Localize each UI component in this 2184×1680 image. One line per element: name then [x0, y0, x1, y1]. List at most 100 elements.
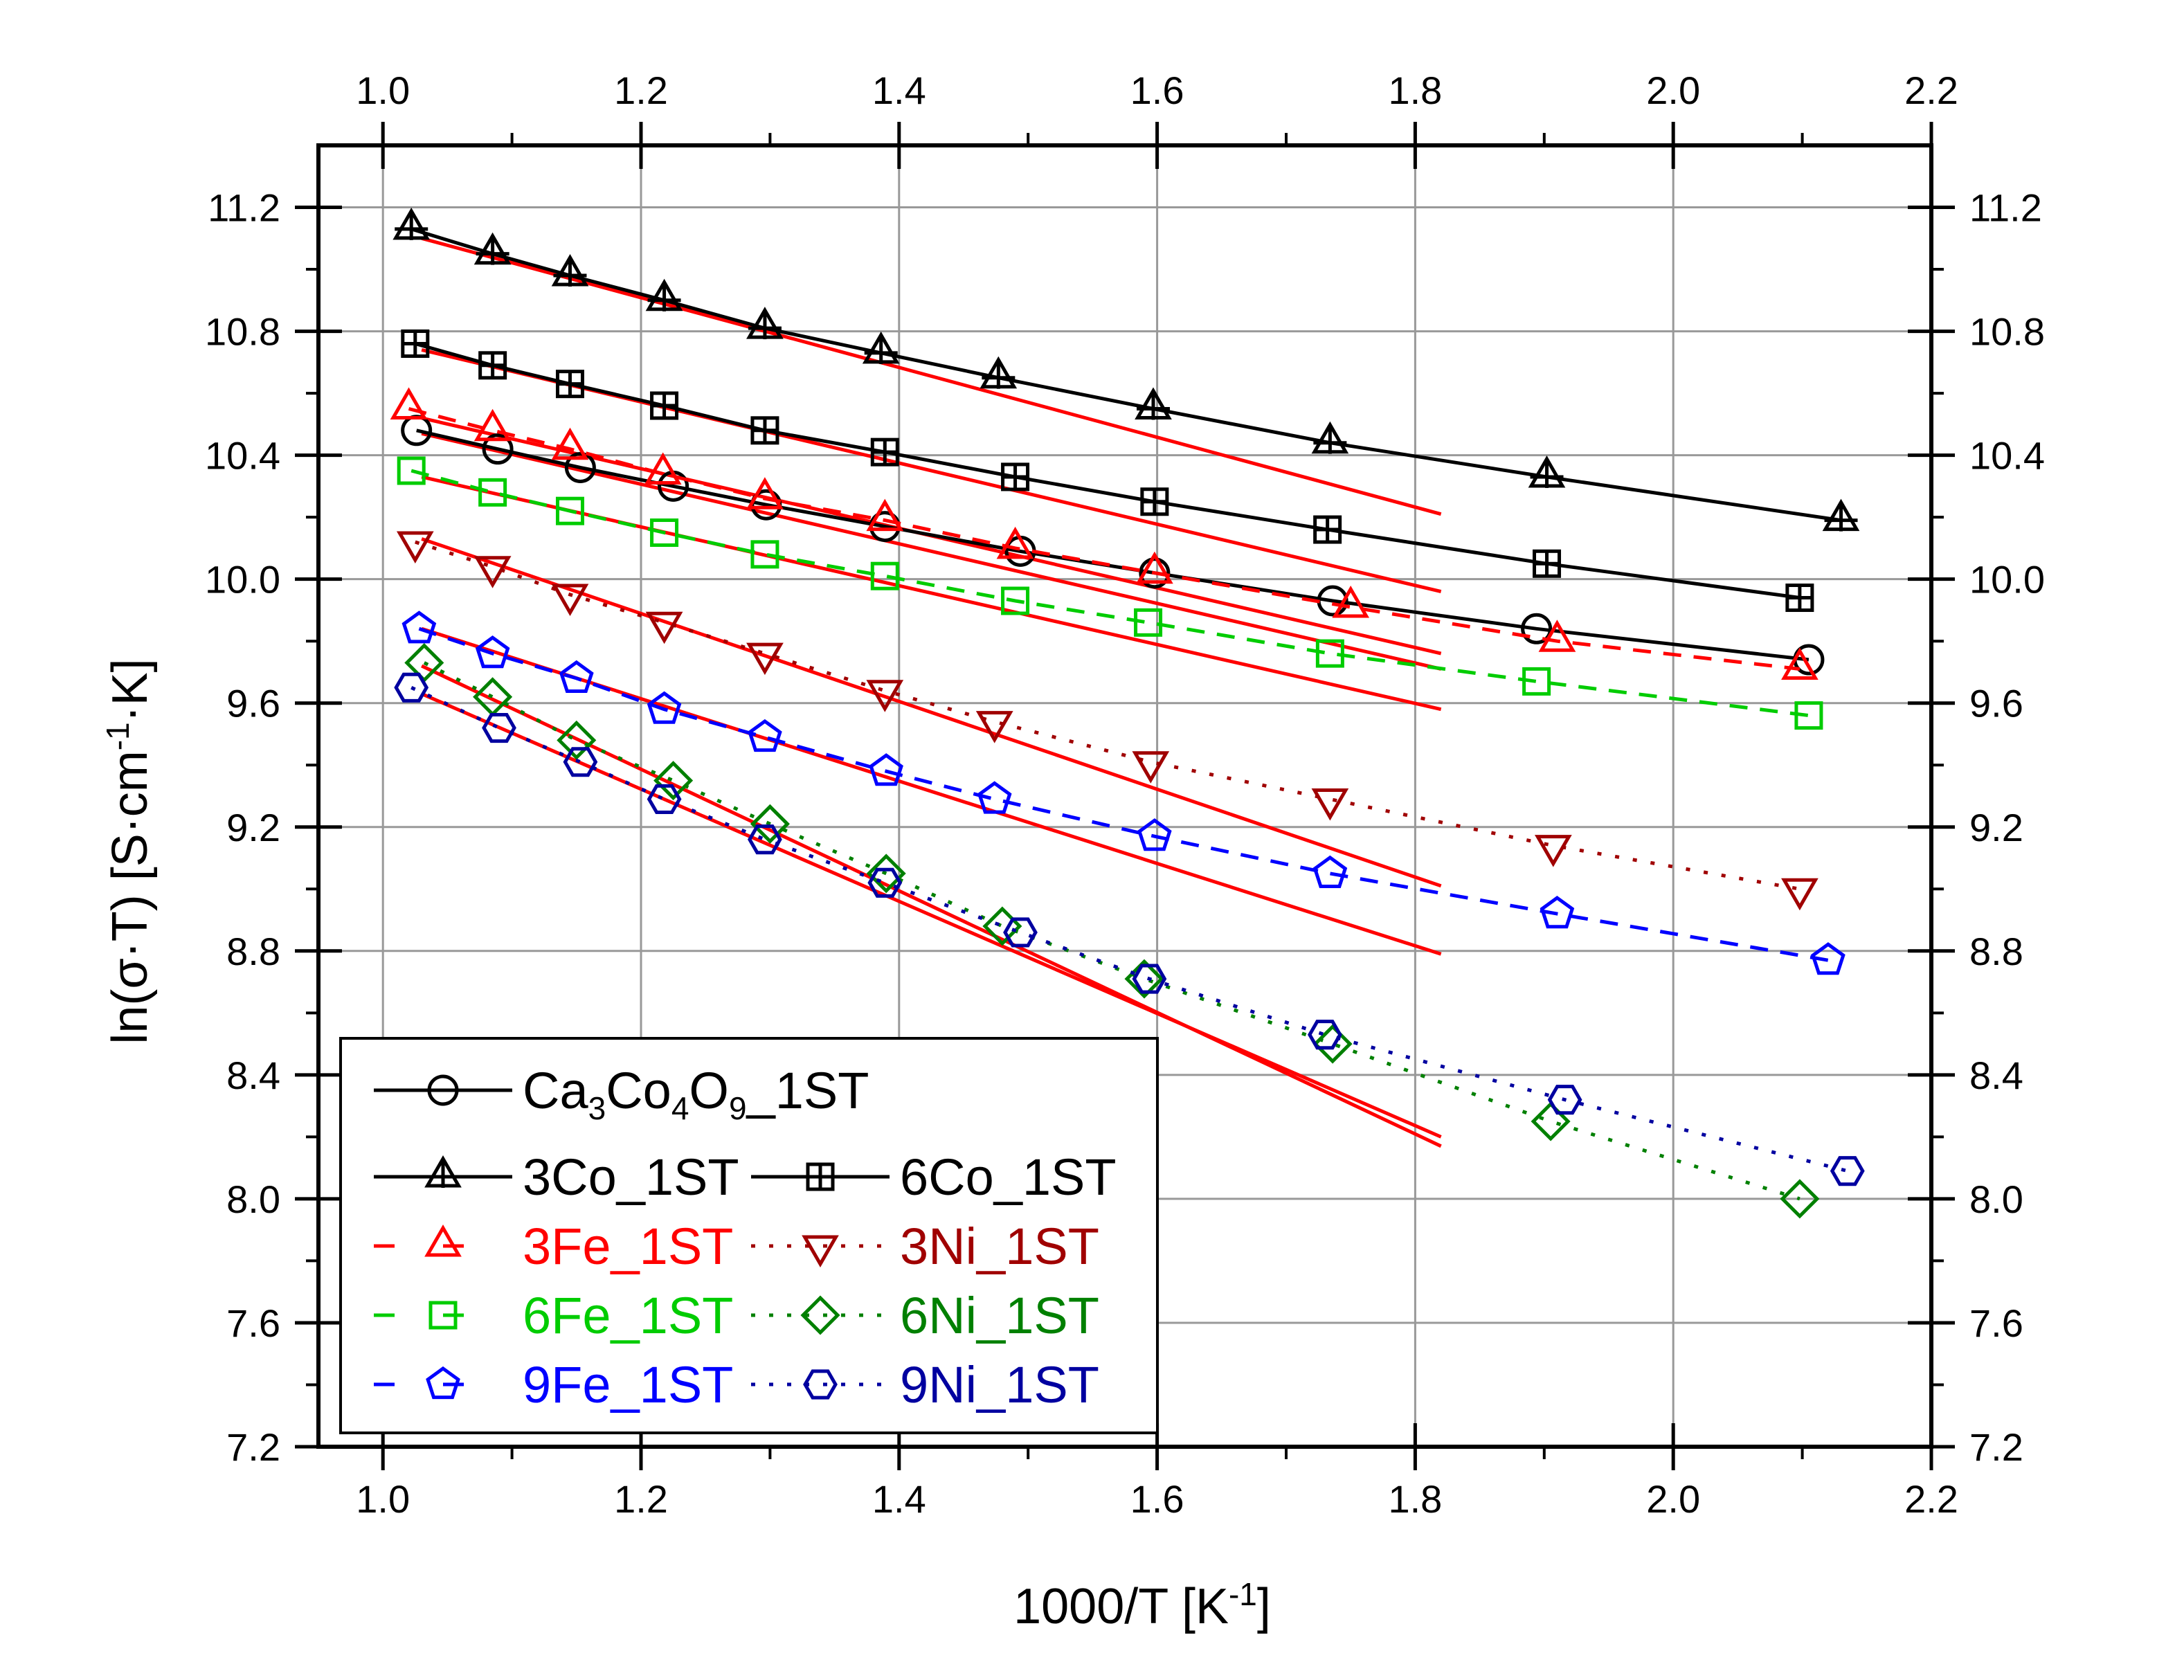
- data-point: [1137, 818, 1172, 851]
- data-point: [482, 713, 516, 743]
- series-line: [415, 342, 1801, 599]
- x-tick-label-top: 1.2: [614, 69, 668, 112]
- legend-marker: [424, 1224, 462, 1257]
- legend-marker: [802, 1235, 839, 1268]
- data-point: [1540, 896, 1575, 929]
- data-point: [1332, 585, 1370, 618]
- legend-label: 6Co_1ST: [900, 1148, 1117, 1206]
- fit-3Ni: [421, 537, 1442, 888]
- data-point: [644, 452, 682, 485]
- series-line: [410, 469, 1810, 718]
- legend-marker: [428, 1301, 458, 1330]
- y-tick-label: 10.4: [205, 434, 280, 478]
- data-point: [1811, 942, 1845, 975]
- data-point: [482, 433, 514, 465]
- data-point: [1134, 608, 1163, 637]
- x-tick-labels-top: 1.0 1.2 1.4 1.6 1.8 2.0 2.2: [356, 69, 1958, 112]
- y-tick-label-right: 11.2: [1969, 186, 2042, 230]
- x-tick-labels-bottom: 1.0 1.2 1.4 1.6 1.8 2.0 2.2: [356, 1477, 1958, 1521]
- data-point: [650, 518, 679, 548]
- data-point: [401, 415, 433, 446]
- data-point: [478, 351, 507, 380]
- x-tick-label-top: 1.6: [1130, 69, 1184, 112]
- y-tick-labels-left: 7.2 7.6 8.0 8.4 8.8 9.2 9.6 10.0 10.4 10.8 11.2: [205, 186, 280, 1469]
- data-point: [750, 540, 779, 569]
- series-3Ni_1ST: [396, 531, 1819, 911]
- data-point: [390, 387, 428, 419]
- legend-marker: [427, 1074, 459, 1106]
- x-tick-label-top: 1.8: [1388, 69, 1442, 112]
- data-point: [1781, 647, 1819, 680]
- data-point: [1139, 557, 1171, 589]
- legend: Ca3Co4O9_1ST 3Co_1ST 6Co_1ST 3Fe_1ST 3Ni_1ST…: [339, 1037, 1159, 1434]
- data-point: [1547, 1085, 1582, 1115]
- data-point: [748, 719, 782, 752]
- data-point: [559, 660, 594, 693]
- x-tick-label: 1.2: [614, 1477, 668, 1521]
- data-point: [564, 452, 596, 484]
- legend-marker: [426, 1366, 460, 1400]
- data-point: [551, 584, 589, 617]
- plot-frame: [316, 143, 1933, 1449]
- data-point: [870, 561, 899, 590]
- series-9Fe_1ST: [401, 611, 1845, 975]
- data-point: [1311, 421, 1349, 454]
- y-tick-label: 7.2: [226, 1425, 280, 1469]
- y-tick-label: 10.8: [205, 310, 280, 354]
- fit-3Co: [421, 236, 1442, 516]
- data-point: [647, 784, 682, 814]
- y-tick-label-right: 7.6: [1969, 1301, 2023, 1345]
- y-tick-label: 8.4: [226, 1054, 280, 1097]
- x-tick-label: 2.2: [1904, 1477, 1958, 1521]
- legend-label: 9Ni_1ST: [900, 1356, 1099, 1413]
- data-point: [397, 456, 426, 485]
- data-point: [866, 498, 904, 532]
- legend-item-9Ni_1ST: 9Ni_1ST: [751, 1356, 1099, 1413]
- y-tick-label-right: 9.2: [1969, 806, 2023, 849]
- series-6Co_1ST: [401, 329, 1814, 613]
- data-point: [650, 391, 679, 420]
- y-tick-label: 11.2: [208, 186, 280, 230]
- series-line: [408, 407, 1801, 671]
- legend-marker: [803, 1369, 838, 1400]
- legend-label: 6Ni_1ST: [900, 1287, 1099, 1344]
- data-point: [401, 611, 437, 644]
- data-point: [555, 370, 584, 399]
- data-point: [1313, 515, 1342, 544]
- y-tick-label-right: 9.6: [1969, 682, 2023, 725]
- y-tick-label: 7.6: [226, 1301, 280, 1345]
- data-point: [478, 478, 507, 507]
- series-line: [418, 626, 1829, 962]
- data-point: [1003, 917, 1038, 948]
- legend-item-6Fe_1ST: 6Fe_1ST: [374, 1287, 733, 1344]
- data-point: [975, 711, 1013, 743]
- x-tick-label-top: 2.0: [1646, 69, 1700, 112]
- data-point: [1830, 1156, 1865, 1186]
- data-point: [1785, 584, 1814, 613]
- y-tick-label: 9.2: [226, 806, 280, 849]
- y-tick-label-right: 10.4: [1969, 434, 2045, 478]
- x-tick-label-top: 1.0: [356, 69, 410, 112]
- data-point: [977, 781, 1012, 814]
- data-point: [867, 867, 903, 898]
- y-tick-label: 9.6: [226, 682, 280, 725]
- legend-item-9Fe_1ST: 9Fe_1ST: [374, 1356, 733, 1413]
- y-tick-label: 10.0: [205, 558, 280, 602]
- data-point: [396, 531, 434, 564]
- fit-Ca3Co4O9: [421, 431, 1442, 671]
- data-point: [563, 747, 598, 777]
- data-point: [750, 416, 779, 445]
- data-point: [551, 253, 589, 287]
- data-point: [1781, 878, 1819, 911]
- series-line: [423, 661, 1801, 1201]
- data-point: [1135, 387, 1172, 420]
- data-point: [748, 824, 782, 855]
- data-point: [1312, 855, 1348, 888]
- series-line: [416, 428, 1810, 662]
- data-point: [1533, 549, 1562, 578]
- data-point: [1308, 1020, 1342, 1050]
- data-point: [1780, 1179, 1820, 1219]
- series-3Co_1ST: [392, 207, 1860, 532]
- legend-marker: [806, 1162, 835, 1191]
